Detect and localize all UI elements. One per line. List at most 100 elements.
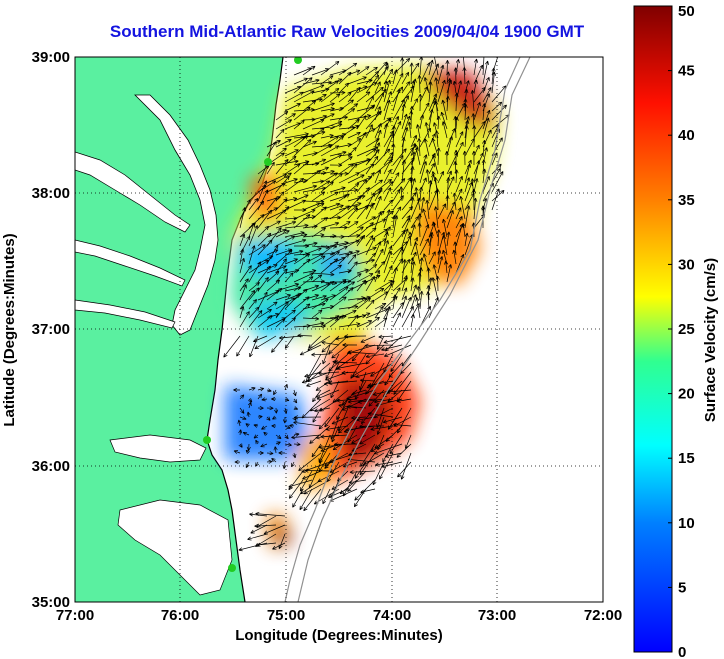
velocity-arrow	[464, 205, 471, 229]
colorbar-tick-label: 45	[678, 63, 695, 80]
velocity-arrow	[392, 215, 399, 238]
velocity-arrow	[257, 405, 264, 411]
velocity-arrow	[239, 248, 245, 265]
velocity-arrow	[284, 178, 298, 184]
velocity-arrow	[257, 308, 272, 319]
velocity-arrow	[392, 148, 407, 166]
velocity-arrow	[338, 71, 352, 85]
velocity-arrow	[293, 135, 309, 148]
velocity-arrow	[338, 82, 350, 94]
velocity-arrow	[419, 161, 428, 184]
colorbar-gradient	[633, 5, 673, 653]
x-tick-label: 73:00	[478, 607, 516, 624]
velocity-arrow	[329, 315, 344, 328]
colorbar-label: Surface Velocity (cm/s)	[702, 258, 719, 422]
velocity-arrow	[331, 479, 349, 490]
velocity-arrow	[311, 443, 322, 458]
velocity-arrow	[347, 163, 358, 175]
river-york	[75, 299, 176, 329]
velocity-arrow	[311, 352, 331, 357]
velocity-arrow	[374, 129, 382, 148]
colorbar-tick-label: 0	[678, 644, 686, 659]
velocity-arrow	[302, 241, 318, 247]
velocity-arrow	[446, 201, 456, 220]
velocity-arrow	[329, 461, 349, 473]
velocity-arrow	[336, 398, 358, 403]
velocity-arrow	[338, 202, 362, 211]
velocity-arrow	[359, 434, 376, 445]
velocity-arrow	[356, 204, 369, 220]
velocity-arrow	[292, 389, 297, 397]
velocity-arrow	[248, 259, 269, 274]
velocity-arrow	[284, 103, 301, 112]
velocity-arrow	[278, 533, 286, 549]
velocity-arrow	[284, 132, 309, 139]
velocity-arrow	[302, 316, 320, 321]
velocity-arrow	[299, 488, 313, 511]
x-tick-label: 72:00	[584, 607, 622, 624]
velocity-arrow	[409, 62, 414, 85]
velocity-arrow	[383, 79, 391, 103]
velocity-arrow	[347, 131, 361, 139]
velocity-arrow	[356, 66, 370, 76]
velocity-arrow	[356, 273, 374, 283]
chart-title: Southern Mid-Atlantic Raw Velocities 200…	[109, 22, 585, 41]
velocity-arrow	[302, 321, 325, 328]
velocity-arrow	[254, 523, 277, 529]
velocity-arrow	[414, 241, 421, 265]
velocity-arrow	[419, 224, 430, 247]
velocity-arrow	[442, 218, 448, 238]
velocity-arrow	[432, 221, 439, 238]
velocity-arrow	[266, 279, 281, 292]
velocity-arrow	[275, 128, 285, 139]
velocity-arrow	[293, 77, 313, 94]
velocity-arrow	[302, 65, 316, 76]
velocity-arrow	[384, 371, 394, 386]
velocity-arrow	[338, 108, 356, 121]
velocity-arrow	[338, 281, 356, 292]
velocity-arrow	[254, 335, 277, 350]
velocity-arrow	[446, 210, 454, 229]
velocity-arrow	[239, 284, 247, 301]
velocity-arrow	[383, 187, 392, 202]
velocity-arrow	[384, 344, 412, 357]
velocity-arrow	[292, 452, 297, 459]
velocity-arrow	[356, 246, 377, 256]
velocity-arrow	[346, 389, 376, 400]
velocity-arrow	[396, 443, 412, 458]
velocity-arrow	[437, 203, 447, 220]
velocity-arrow	[302, 470, 322, 480]
velocity-arrow	[454, 169, 459, 184]
velocity-arrow	[472, 125, 477, 148]
velocity-arrow	[417, 222, 422, 238]
velocity-arrow	[320, 191, 339, 202]
velocity-arrow	[293, 77, 308, 85]
velocity-arrow	[266, 141, 277, 157]
velocity-arrow	[338, 172, 360, 184]
velocity-arrow	[245, 461, 250, 468]
velocity-arrow	[464, 116, 470, 130]
velocity-arrow	[473, 64, 484, 85]
velocity-arrow	[284, 317, 296, 328]
velocity-arrow	[397, 461, 412, 478]
velocity-arrow	[473, 160, 481, 184]
velocity-arrow	[410, 151, 416, 175]
velocity-arrow	[302, 247, 322, 256]
velocity-arrow	[347, 221, 359, 229]
velocity-arrow	[473, 101, 481, 121]
colorbar-tick-label: 15	[678, 450, 695, 467]
velocity-arrow	[356, 158, 371, 166]
velocity-arrow	[338, 124, 359, 139]
velocity-arrow	[304, 468, 331, 473]
velocity-arrow	[353, 488, 367, 508]
velocity-arrow	[464, 138, 475, 157]
velocity-arrow	[284, 197, 298, 202]
velocity-arrow	[238, 429, 243, 436]
velocity-arrow	[257, 239, 273, 256]
velocity-arrow	[370, 443, 385, 453]
velocity-arrow	[365, 264, 378, 274]
velocity-arrow	[284, 149, 299, 157]
velocity-arrow	[437, 171, 444, 184]
velocity-arrow	[266, 265, 287, 274]
velocity-arrow	[292, 488, 304, 508]
